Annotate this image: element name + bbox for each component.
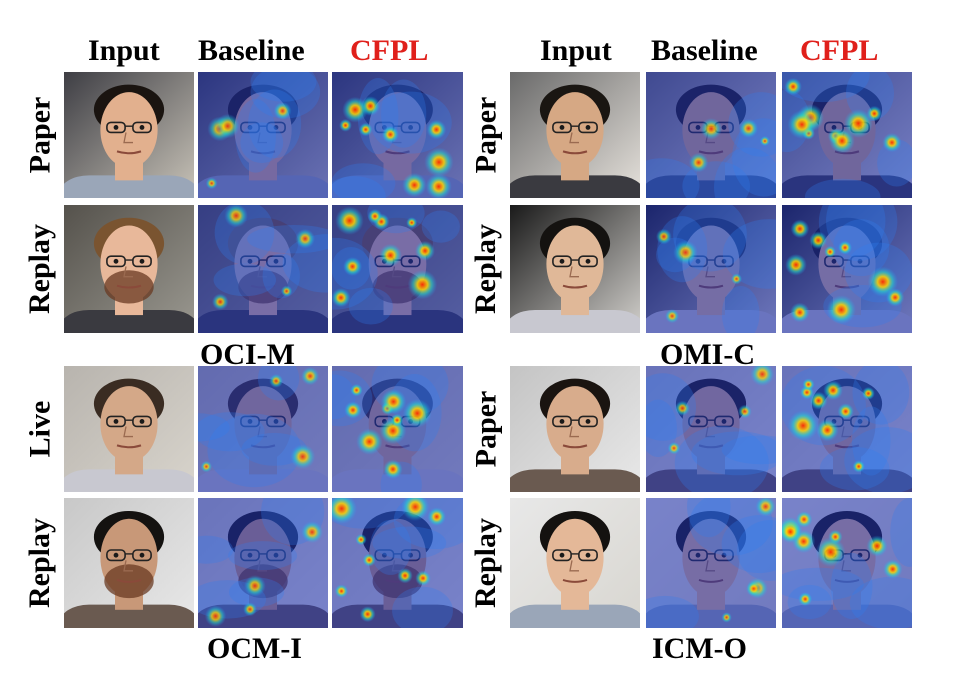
oci-m-row2-input-image bbox=[64, 205, 194, 333]
caption-icm-o: ICM-O bbox=[652, 632, 747, 665]
omi-c-row1-baseline-heatmap bbox=[646, 72, 776, 198]
oci-m-row1-cfpl-heatmap bbox=[332, 72, 463, 198]
oci-m-row1-input-image bbox=[64, 72, 194, 198]
header-cfpl-left: CFPL bbox=[350, 34, 429, 67]
row-label-ocm-i-1: Live bbox=[23, 400, 57, 458]
row-label-omi-c-1: Paper bbox=[469, 96, 503, 174]
omi-c-row1-cfpl-heatmap bbox=[782, 72, 912, 198]
header-baseline-right: Baseline bbox=[651, 34, 758, 67]
oci-m-row1-baseline-heatmap bbox=[198, 72, 328, 198]
oci-m-row2-baseline-heatmap bbox=[198, 205, 328, 333]
omi-c-row1-input-image bbox=[510, 72, 640, 198]
icm-o-row2-baseline-heatmap bbox=[646, 498, 776, 628]
row-label-omi-c-2: Replay bbox=[469, 224, 502, 314]
icm-o-row2-cfpl-heatmap bbox=[782, 498, 912, 628]
ocm-i-row2-baseline-heatmap bbox=[198, 498, 328, 628]
ocm-i-row2-input-image bbox=[64, 498, 194, 628]
omi-c-row2-cfpl-heatmap bbox=[782, 205, 912, 333]
row-label-oci-m-1: Paper bbox=[23, 96, 57, 174]
header-cfpl-right: CFPL bbox=[800, 34, 879, 67]
omi-c-row2-baseline-heatmap bbox=[646, 205, 776, 333]
oci-m-row2-cfpl-heatmap bbox=[332, 205, 463, 333]
caption-oci-m: OCI-M bbox=[200, 338, 295, 371]
header-input-right: Input bbox=[540, 34, 612, 67]
icm-o-row2-input-image bbox=[510, 498, 640, 628]
ocm-i-row2-cfpl-heatmap bbox=[332, 498, 463, 628]
row-label-oci-m-2: Replay bbox=[23, 224, 56, 314]
ocm-i-row1-baseline-heatmap bbox=[198, 366, 328, 492]
caption-omi-c: OMI-C bbox=[660, 338, 755, 371]
row-label-ocm-i-2: Replay bbox=[23, 518, 56, 608]
row-label-icm-o-1: Paper bbox=[469, 390, 503, 468]
header-input-left: Input bbox=[88, 34, 160, 67]
ocm-i-row1-input-image bbox=[64, 366, 194, 492]
icm-o-row1-input-image bbox=[510, 366, 640, 492]
icm-o-row1-cfpl-heatmap bbox=[782, 366, 912, 492]
icm-o-row1-baseline-heatmap bbox=[646, 366, 776, 492]
header-baseline-left: Baseline bbox=[198, 34, 305, 67]
caption-ocm-i: OCM-I bbox=[207, 632, 302, 665]
omi-c-row2-input-image bbox=[510, 205, 640, 333]
row-label-icm-o-2: Replay bbox=[469, 518, 502, 608]
ocm-i-row1-cfpl-heatmap bbox=[332, 366, 463, 492]
